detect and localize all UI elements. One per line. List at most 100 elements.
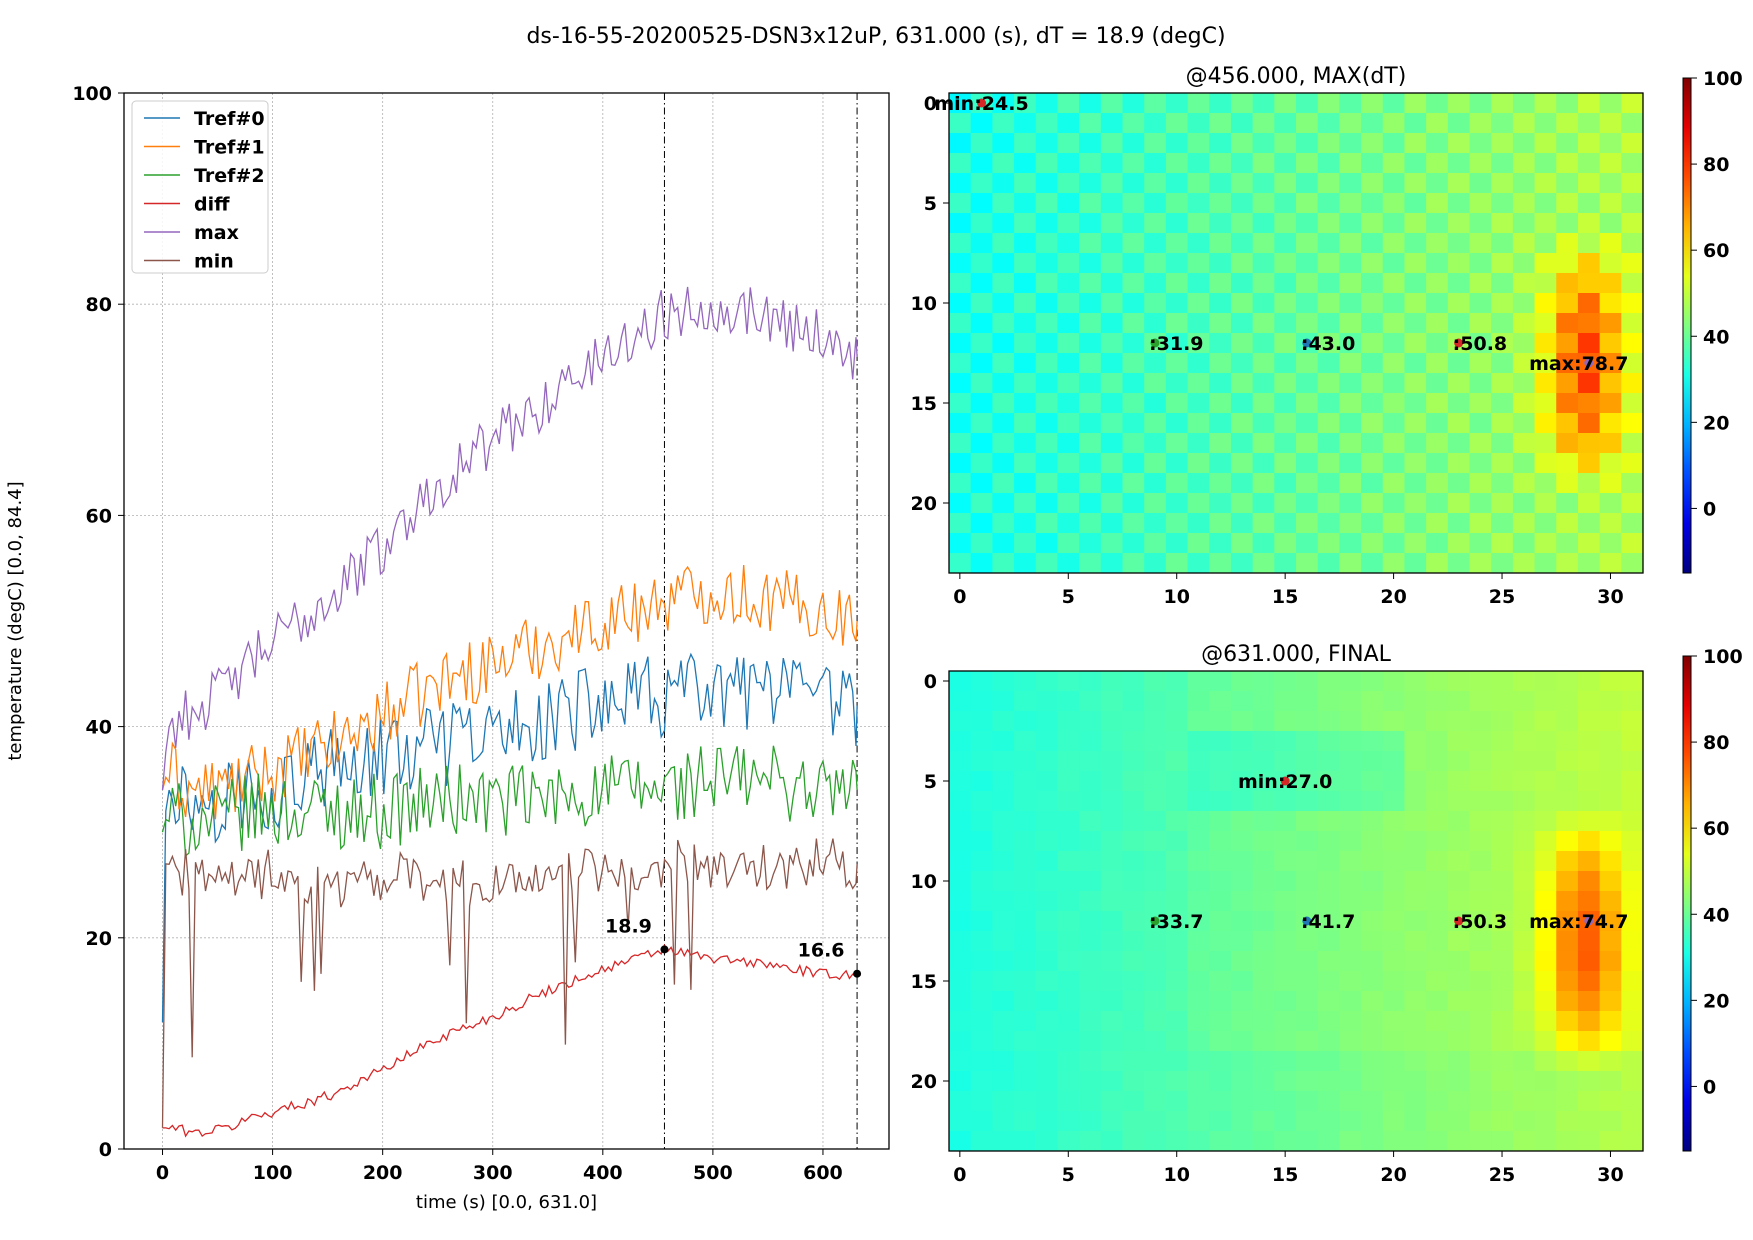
heatmap-cell	[1014, 931, 1037, 952]
heatmap-cell	[1187, 333, 1210, 354]
heatmap-cell	[1426, 1071, 1449, 1092]
heatmap-marker-label: max:74.7	[1529, 911, 1628, 933]
heatmap-cell	[1469, 1111, 1492, 1132]
heatmap-cell	[1209, 133, 1232, 154]
heatmap-cell	[1599, 473, 1622, 494]
heatmap-cell	[1035, 153, 1058, 174]
heatmap-cell	[1296, 731, 1319, 752]
heatmap-cell	[1035, 413, 1058, 434]
heatmap-cell	[1361, 373, 1384, 394]
heatmap-cell	[1057, 333, 1080, 354]
heatmap-cell	[1534, 971, 1557, 992]
heatmap-cell	[1014, 851, 1037, 872]
heatmap-cell	[1274, 173, 1297, 194]
series-line-tref2	[161, 745, 858, 858]
heatmap-cell	[1144, 771, 1167, 792]
heatmap-cell	[1534, 851, 1557, 872]
heatmap-cell	[1339, 851, 1362, 872]
heatmap-cell	[1014, 213, 1037, 234]
heatmap-cell	[970, 173, 993, 194]
heatmap-cell	[1556, 433, 1579, 454]
heatmap-cell	[1079, 93, 1102, 114]
heatmap-cell	[1100, 711, 1123, 732]
heatmap-cell	[1230, 513, 1254, 534]
heatmap-cell	[1426, 253, 1449, 274]
heatmap-cell	[1599, 153, 1622, 174]
heatmap-cell	[1035, 951, 1058, 972]
heatmap-cell	[1209, 671, 1232, 692]
heatmap-cell	[970, 253, 993, 274]
heatmap-cell	[1556, 173, 1579, 194]
heatmap-cell	[1447, 691, 1470, 712]
heatmap-cell	[1577, 493, 1601, 514]
heatmap-cell	[1252, 811, 1275, 832]
heatmap-cell	[1491, 1011, 1514, 1032]
heatmap-cell	[1361, 253, 1384, 274]
heatmap-cell	[1035, 991, 1058, 1012]
heatmap-cell	[1100, 671, 1123, 692]
heatmap-cell	[1209, 333, 1232, 354]
heatmap-cell	[1404, 313, 1427, 334]
heatmap-cell	[1556, 991, 1579, 1012]
heatmap-cell	[1144, 751, 1167, 772]
heatmap-cell	[1621, 771, 1644, 792]
heatmap-cell	[1382, 313, 1405, 334]
heatmap-cell	[1057, 991, 1080, 1012]
heatmap-cell	[1577, 671, 1601, 692]
heatmap-cell	[1361, 751, 1384, 772]
heatmap-cell	[1274, 493, 1297, 514]
heatmap-cell	[1057, 553, 1080, 574]
heatmap-cell	[992, 553, 1015, 574]
heatmap-cell	[1361, 1091, 1384, 1112]
heatmap-cell	[1209, 931, 1232, 952]
heatmap-cell	[949, 851, 972, 872]
heatmap-cell	[949, 771, 972, 792]
heatmap-cell	[1382, 1131, 1405, 1152]
heatmap-cell	[1512, 173, 1535, 194]
heatmap-cell	[1361, 1111, 1384, 1132]
heatmap-cell	[949, 373, 972, 394]
heatmap-cell	[1144, 1071, 1167, 1092]
heatmap-cell	[1426, 353, 1449, 374]
heatmap-cell	[992, 193, 1015, 214]
heatmap-cell	[1512, 711, 1535, 732]
heatmap-cell	[1057, 1031, 1080, 1052]
heatmap-marker-label: :31.9	[1149, 333, 1203, 355]
heatmap-x-tick-label: 10	[1163, 1164, 1189, 1186]
heatmap-cell	[1382, 473, 1405, 494]
heatmap-cell	[1317, 113, 1340, 134]
heatmap-cell	[970, 731, 993, 752]
heatmap-cell	[1252, 831, 1275, 852]
heatmap-cell	[1469, 931, 1492, 952]
heatmap-cell	[1621, 831, 1644, 852]
y-tick-label: 0	[99, 1139, 112, 1161]
heatmap-cell	[1556, 413, 1579, 434]
heatmap-cell	[1317, 153, 1340, 174]
heatmap-cell	[1577, 931, 1601, 952]
heatmap-cell	[1296, 711, 1319, 732]
heatmap-cell	[1252, 273, 1275, 294]
heatmap-cell	[1209, 513, 1232, 534]
heatmap-cell	[1187, 513, 1210, 534]
heatmap-cell	[1122, 811, 1145, 832]
heatmap-cell	[1317, 393, 1340, 414]
heatmap-cell	[1079, 731, 1102, 752]
heatmap-cell	[1621, 951, 1644, 972]
heatmap-cell	[992, 811, 1015, 832]
heatmap-cell	[1252, 871, 1275, 892]
heatmap-cell	[1382, 433, 1405, 454]
heatmap-cell	[1361, 213, 1384, 234]
heatmap-cell	[1491, 493, 1514, 514]
heatmap-cell	[1621, 811, 1644, 832]
heatmap-cell	[1035, 453, 1058, 474]
heatmap-cell	[1317, 253, 1340, 274]
heatmap-cell	[1014, 153, 1037, 174]
heatmap-cell	[949, 473, 972, 494]
heatmap-cell	[1057, 113, 1080, 134]
heatmap-cell	[1035, 133, 1058, 154]
heatmap-cell	[1230, 1031, 1254, 1052]
heatmap-cell	[1382, 771, 1405, 792]
heatmap-cell	[1447, 1031, 1470, 1052]
heatmap-cell	[1035, 751, 1058, 772]
